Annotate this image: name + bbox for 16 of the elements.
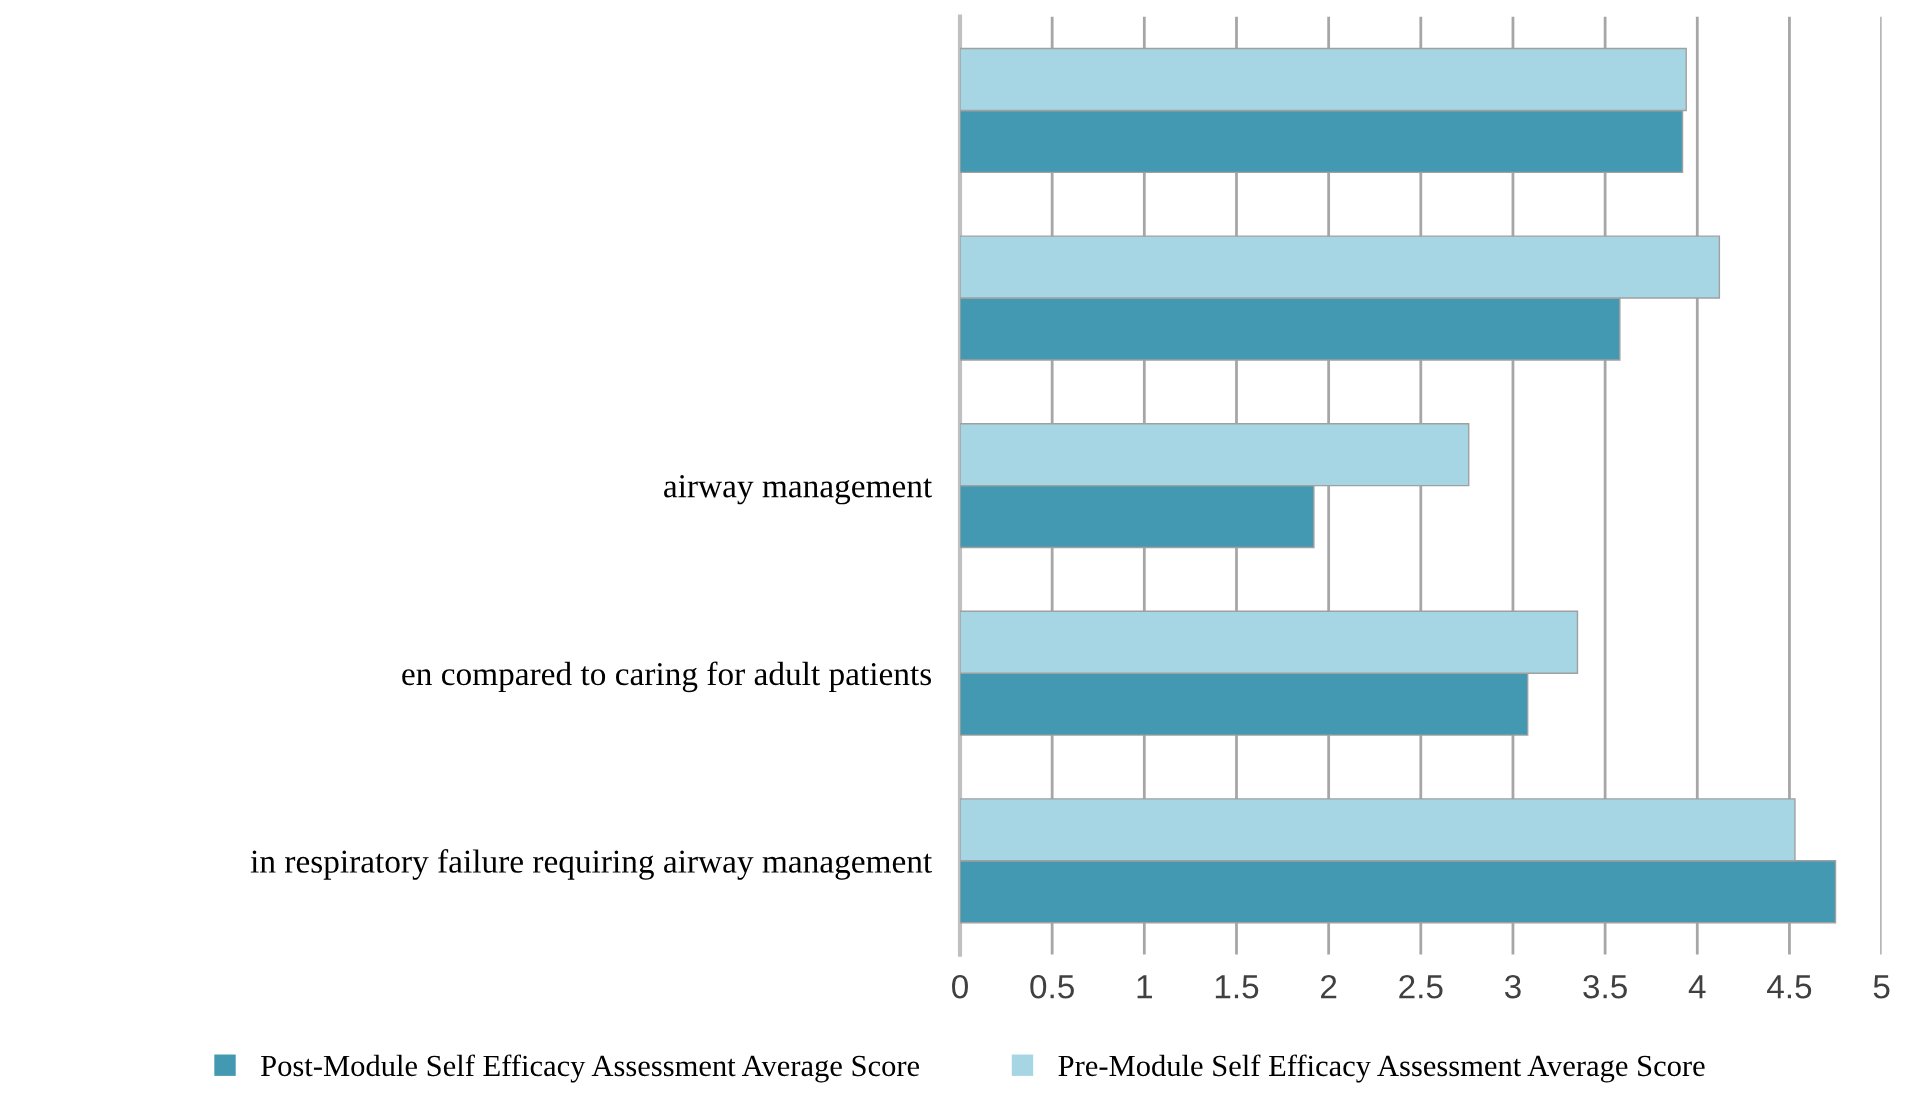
x-tick-label: 1.5 bbox=[1215, 975, 1259, 999]
y-tick-label: en compared to caring for adult patients bbox=[402, 661, 932, 693]
legend-label: Pre-Module Self Efficacy Assessment Average Score bbox=[1058, 1054, 1705, 1083]
x-tick-label: 4 bbox=[1688, 975, 1706, 999]
y-tick-label: airway management bbox=[664, 475, 933, 505]
y-tick-label: in respiratory failure requiring airway management bbox=[250, 849, 933, 880]
x-tick-label: 4.5 bbox=[1767, 975, 1812, 999]
legend-label: Post-Module Self Efficacy Assessment Average Score bbox=[261, 1054, 920, 1083]
x-tick-label: 0 bbox=[952, 974, 968, 999]
x-tick-label: 5 bbox=[1873, 975, 1890, 999]
x-tick-label: 2 bbox=[1321, 974, 1337, 999]
x-tick-label: 1 bbox=[1137, 975, 1152, 999]
x-tick-label: 0.5 bbox=[1030, 974, 1074, 999]
x-tick-label: 3 bbox=[1504, 974, 1521, 999]
x-tick-label: 3.5 bbox=[1583, 974, 1627, 999]
x-tick-label: 2.5 bbox=[1399, 974, 1443, 999]
